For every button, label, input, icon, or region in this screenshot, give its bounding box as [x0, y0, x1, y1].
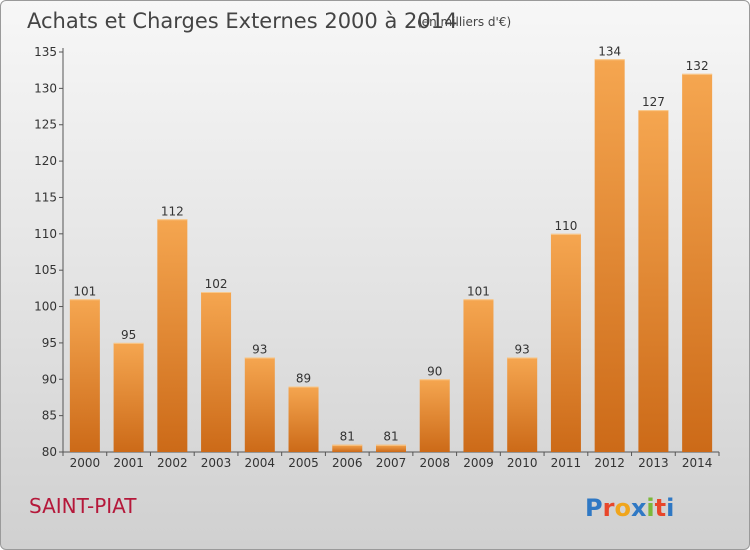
x-tick-label-2005: 2005 — [288, 456, 319, 470]
x-tick-label-2008: 2008 — [419, 456, 450, 470]
x-tick-label-2009: 2009 — [463, 456, 494, 470]
y-tick-label: 130 — [34, 81, 57, 95]
x-tick-label-2014: 2014 — [682, 456, 713, 470]
value-label-2003: 102 — [205, 277, 228, 291]
y-tick-label: 125 — [34, 118, 57, 132]
chart-title: Achats et Charges Externes 2000 à 2014 — [27, 9, 457, 33]
y-tick-label: 115 — [34, 190, 57, 204]
value-label-2013: 127 — [642, 95, 665, 109]
y-tick-label: 95 — [42, 336, 57, 350]
proxiti-logo: Proxiti — [585, 494, 674, 522]
bar-2000 — [69, 299, 100, 452]
x-tick-label-2011: 2011 — [551, 456, 582, 470]
value-label-2008: 90 — [427, 364, 442, 378]
y-tick-label: 110 — [34, 227, 57, 241]
value-label-2001: 95 — [121, 328, 136, 342]
value-label-2011: 110 — [554, 219, 577, 233]
value-label-2000: 101 — [73, 284, 96, 298]
x-tick-label-2004: 2004 — [245, 456, 276, 470]
value-label-2012: 134 — [598, 44, 621, 58]
value-label-2010: 93 — [515, 342, 530, 356]
x-tick-label-2003: 2003 — [201, 456, 232, 470]
x-tick-label-2002: 2002 — [157, 456, 188, 470]
y-tick-label: 135 — [34, 45, 57, 59]
x-tick-label-2006: 2006 — [332, 456, 363, 470]
bar-2002 — [157, 219, 188, 452]
bar-2012 — [594, 59, 625, 452]
value-label-2002: 112 — [161, 204, 184, 218]
chart-unit-note: (en milliers d'€) — [417, 15, 511, 29]
x-axis: 2000 2001 2002 2003 2004 2005 2006 2007 2008 2009… — [62, 451, 720, 470]
x-tick-label-2000: 2000 — [70, 456, 101, 470]
y-tick-label: 90 — [42, 372, 57, 386]
value-label-2007: 81 — [383, 430, 398, 444]
value-label-2005: 89 — [296, 372, 311, 386]
bar-2001 — [113, 342, 144, 452]
bar-2011 — [550, 233, 581, 452]
value-labels: 101 95 112 102 93 89 81 81 90 101 93 110 134 127 132 — [73, 44, 708, 443]
bar-2004 — [244, 357, 275, 452]
y-tick-label: 105 — [34, 263, 57, 277]
bars — [69, 59, 713, 453]
y-axis: 80 85 90 95 100 105 110 115 120 125 130 135 — [34, 45, 64, 459]
x-tick-label-2010: 2010 — [507, 456, 538, 470]
city-name: SAINT-PIAT — [29, 494, 137, 518]
bar-2010 — [507, 357, 538, 452]
value-label-2004: 93 — [252, 342, 267, 356]
bar-2006 — [332, 444, 363, 452]
bar-2014 — [682, 73, 713, 453]
y-tick-label: 80 — [42, 445, 57, 459]
y-tick-label: 100 — [34, 300, 57, 314]
value-label-2006: 81 — [340, 430, 355, 444]
x-tick-label-2013: 2013 — [638, 456, 669, 470]
bar-2008 — [419, 379, 450, 452]
x-tick-label-2001: 2001 — [113, 456, 144, 470]
y-tick-label: 120 — [34, 154, 57, 168]
x-tick-label-2012: 2012 — [594, 456, 625, 470]
value-label-2014: 132 — [686, 59, 709, 73]
bar-2003 — [201, 292, 232, 452]
bar-2009 — [463, 299, 494, 452]
bar-2013 — [638, 110, 669, 452]
value-label-2009: 101 — [467, 284, 490, 298]
x-tick-label-2007: 2007 — [376, 456, 407, 470]
y-tick-label: 85 — [42, 409, 57, 423]
bar-2007 — [376, 444, 406, 452]
bar-2005 — [288, 386, 319, 452]
